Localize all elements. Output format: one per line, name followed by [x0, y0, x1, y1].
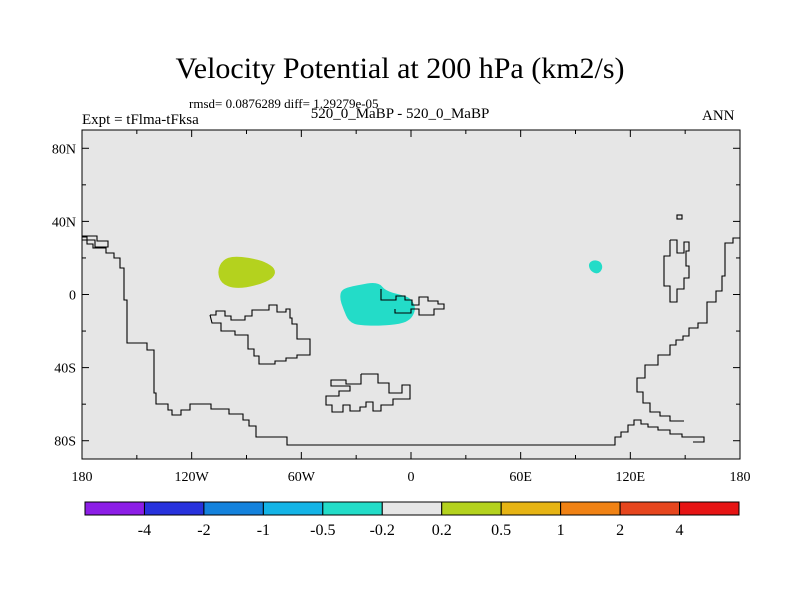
colorbar-label: 2	[616, 522, 624, 539]
coastline-north-west	[82, 235, 109, 248]
lon-tick-label: 0	[408, 470, 415, 485]
experiment-label: Expt = tFlma-tFksa	[82, 112, 199, 128]
stats-line: rmsd= 0.0876289 diff= 1.29279e-05	[189, 96, 379, 111]
colorbar-label: 4	[676, 522, 684, 539]
colorbar: -4 -2 -1 -0.5 -0.2 0.2 0.5 1 2 4	[84, 501, 740, 539]
lat-tick-label: 0	[69, 289, 76, 304]
coastline-maritime	[380, 289, 445, 316]
colorbar-label: -4	[138, 522, 151, 539]
colorbar-swatch	[84, 501, 145, 516]
colorbar-label: -0.2	[370, 522, 395, 539]
colorbar-swatch	[500, 501, 562, 516]
lat-tick-label: 40N	[52, 215, 76, 230]
lon-tick-label: 60E	[509, 470, 532, 485]
lon-tick-label: 120E	[616, 470, 646, 485]
lon-tick-label: 120W	[175, 470, 210, 485]
colorbar-swatch	[203, 501, 264, 516]
anomaly-negative-indian-ocean	[588, 260, 603, 274]
coastline-small-island	[676, 214, 683, 220]
anomaly-negative-tropical-atlantic	[340, 282, 415, 326]
colorbar-swatch	[143, 501, 205, 516]
coastline-islands-south	[325, 373, 411, 413]
coastlines	[82, 214, 740, 446]
colorbar-swatch	[441, 501, 502, 516]
case-label: 520_0_MaBP - 520_0_MaBP	[310, 106, 490, 122]
axis-layer: 180 120W 60W 0 60E 120E 180 80N 40N 0 40S 80S	[52, 130, 751, 485]
anomaly-positive-tropical-atlantic	[218, 256, 275, 288]
lon-tick-label: 60W	[288, 470, 316, 485]
colorbar-label: -0.5	[310, 522, 335, 539]
coastline-africa	[209, 304, 311, 365]
lat-tick-label: 80S	[54, 435, 76, 450]
colorbar-swatch	[679, 501, 740, 516]
anomaly-layer	[218, 256, 603, 326]
map-title: Velocity Potential at 200 hPa (km2/s)	[175, 52, 625, 85]
colorbar-label: 0.2	[432, 522, 452, 539]
season-label: ANN	[702, 108, 735, 124]
colorbar-swatch	[619, 501, 681, 516]
lat-tick-label: 40S	[54, 362, 76, 377]
colorbar-label: -1	[257, 522, 270, 539]
colorbar-label: 0.5	[491, 522, 511, 539]
lon-tick-label: 180	[730, 470, 751, 485]
coastline-east	[663, 239, 690, 303]
coastline-south-america	[82, 236, 705, 446]
coastline-east-coast	[636, 237, 740, 422]
lat-tick-label: 80N	[52, 142, 76, 157]
lon-tick-label: 180	[72, 470, 93, 485]
colorbar-swatch	[560, 501, 621, 516]
colorbar-swatch	[262, 501, 324, 516]
colorbar-swatch	[381, 501, 443, 516]
colorbar-swatch	[322, 501, 383, 516]
colorbar-label: -2	[197, 522, 210, 539]
colorbar-label: 1	[557, 522, 565, 539]
